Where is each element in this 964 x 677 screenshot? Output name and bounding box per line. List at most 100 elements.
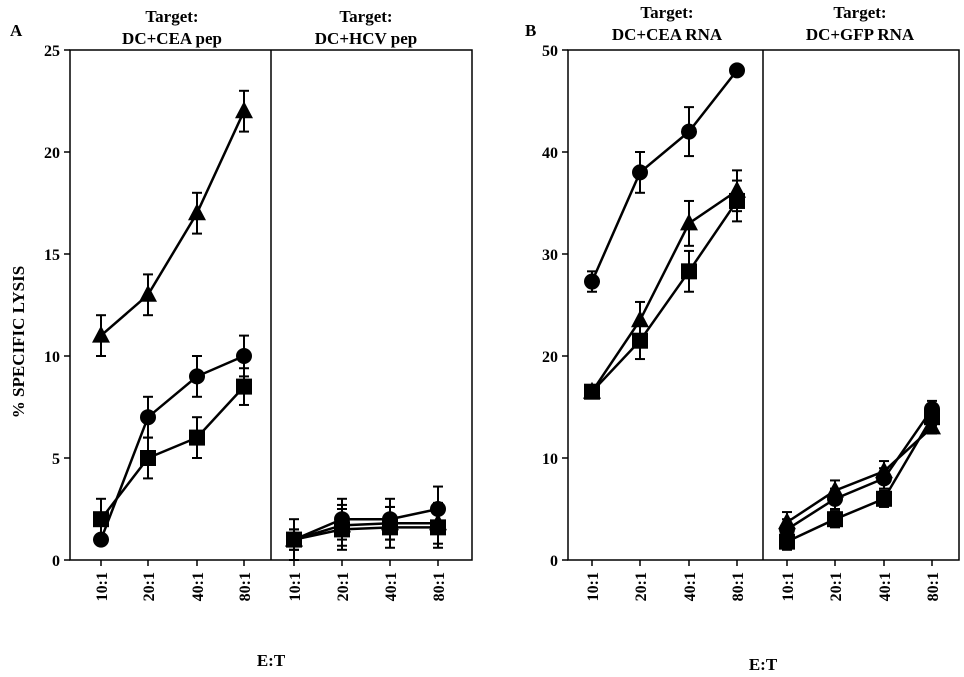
x-tick-label: 10:1 — [780, 572, 797, 601]
x-tick-label: 10:1 — [287, 572, 304, 601]
y-tick-label: 10 — [44, 349, 60, 366]
series-triangle — [778, 417, 941, 534]
data-point-square — [430, 519, 446, 536]
x-tick-label: 10:1 — [585, 572, 602, 601]
data-point-triangle — [235, 101, 253, 119]
x-tick-label: 40:1 — [190, 572, 207, 601]
data-point-square — [729, 192, 745, 209]
subpanel-title-line1: Target: — [640, 3, 693, 22]
data-point-triangle — [139, 284, 157, 302]
panel-b-left-subpanel: Target: DC+CEA RNA 10:1 20:1 40:1 80:1 — [583, 3, 747, 601]
x-tick-label: 20:1 — [828, 572, 845, 601]
y-tick-label: 0 — [52, 553, 60, 570]
panel-a-y-axis-label: % SPECIFIC LYSIS — [9, 266, 28, 418]
series-square — [93, 367, 252, 541]
plot-area — [285, 485, 447, 561]
plot-area — [583, 62, 746, 400]
data-point-circle — [876, 470, 892, 487]
y-tick-label: 20 — [44, 145, 60, 162]
data-point-square — [779, 533, 795, 550]
data-point-square — [632, 332, 648, 349]
data-point-square — [93, 511, 109, 528]
y-tick-label: 40 — [542, 145, 558, 162]
x-tick-label: 20:1 — [141, 572, 158, 601]
x-tick-label: 40:1 — [682, 572, 699, 601]
data-point-circle — [236, 348, 252, 364]
plot-area — [778, 399, 941, 551]
panel-b-letter: B — [525, 21, 536, 40]
panel-a-left-subpanel: Target: DC+CEA pep 10:1 20:1 40:1 80:1 — [92, 7, 254, 601]
x-tick-label: 80:1 — [925, 572, 942, 601]
data-point-circle — [584, 273, 600, 290]
series-triangle — [583, 169, 746, 399]
data-point-square — [584, 383, 600, 400]
y-tick-label: 25 — [44, 43, 60, 60]
data-point-circle — [681, 123, 697, 140]
series-line — [293, 507, 439, 541]
panel-b-x-axis-label: E:T — [749, 655, 778, 674]
series-circle — [584, 62, 745, 293]
x-tick-label: 20:1 — [633, 572, 650, 601]
series-line — [99, 354, 245, 541]
series-line — [293, 526, 438, 541]
data-point-square — [334, 521, 350, 538]
panel-b-right-subpanel: Target: DC+GFP RNA 10:1 20:1 40:1 80:1 — [778, 3, 942, 601]
x-tick-labels: 10:1 20:1 40:1 80:1 — [585, 560, 747, 601]
subpanel-title-line2: DC+CEA RNA — [612, 25, 723, 44]
subpanel-title-line2: DC+GFP RNA — [806, 25, 915, 44]
series-line — [786, 408, 934, 531]
data-point-triangle — [680, 213, 698, 231]
panel-a: A % SPECIFIC LYSIS 0 5 10 15 20 25 Target: DC… — [9, 7, 473, 670]
data-point-circle — [729, 62, 745, 79]
data-point-circle — [827, 490, 843, 507]
series-line — [590, 69, 738, 283]
series-line — [786, 426, 933, 524]
series-line — [786, 416, 934, 543]
data-point-circle — [632, 164, 648, 181]
data-point-square — [827, 511, 843, 528]
series-line — [100, 385, 245, 520]
y-tick-label: 20 — [542, 349, 558, 366]
data-point-square — [140, 450, 156, 466]
x-tick-label: 20:1 — [335, 572, 352, 601]
y-tick-label: 50 — [542, 43, 558, 60]
series-square — [286, 505, 446, 551]
y-tick-label: 15 — [44, 247, 60, 264]
subpanel-title-line2: DC+HCV pep — [315, 29, 417, 48]
data-point-triangle — [92, 325, 110, 343]
panel-a-right-subpanel: Target: DC+HCV pep 10:1 20:1 40:1 80:1 — [285, 7, 448, 601]
data-point-square — [189, 429, 205, 446]
panel-b: B 0 10 20 30 40 50 Target: DC+CEA RNA 10:1 20:… — [525, 3, 960, 674]
data-point-square — [924, 409, 940, 426]
series-line — [590, 189, 738, 393]
series-square — [779, 408, 940, 551]
series-circle — [93, 334, 252, 548]
y-tick-label: 30 — [542, 247, 558, 264]
plot-area — [92, 89, 253, 548]
series-triangle — [92, 89, 253, 357]
data-point-circle — [140, 409, 156, 426]
y-tick-label: 0 — [550, 553, 558, 570]
series-line — [100, 110, 246, 337]
data-point-square — [876, 490, 892, 507]
panel-a-letter: A — [10, 21, 23, 40]
y-tick-label: 5 — [52, 451, 60, 468]
x-tick-label: 40:1 — [877, 572, 894, 601]
series-line — [591, 200, 739, 393]
subpanel-title-line1: Target: — [339, 7, 392, 26]
x-tick-labels: 10:1 20:1 40:1 80:1 — [287, 560, 448, 601]
x-tick-labels: 10:1 20:1 40:1 80:1 — [94, 560, 254, 601]
panel-b-y-ticks: 0 10 20 30 40 50 — [542, 43, 568, 570]
series-line — [293, 522, 438, 541]
x-tick-label: 40:1 — [383, 572, 400, 601]
series-circle — [779, 399, 940, 541]
subpanel-title-line1: Target: — [833, 3, 886, 22]
series-square — [584, 179, 745, 400]
subpanel-title-line2: DC+CEA pep — [122, 29, 222, 48]
x-tick-label: 80:1 — [730, 572, 747, 601]
x-tick-label: 80:1 — [431, 572, 448, 601]
x-tick-label: 10:1 — [94, 572, 111, 601]
x-tick-label: 80:1 — [237, 572, 254, 601]
data-point-square — [382, 519, 398, 536]
